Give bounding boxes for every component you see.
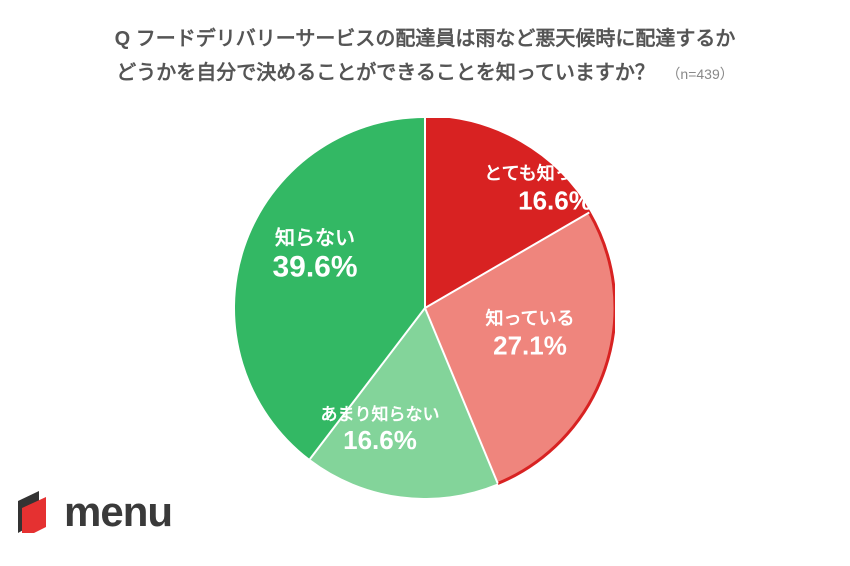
title-line-2: どうかを自分で決めることができることを知っていますか？ （n=439） [0,56,850,90]
title-n: （n=439） [666,66,733,82]
title-line-2-text: どうかを自分で決めることができることを知っていますか？ [116,62,655,84]
brand-logo: menu [18,488,172,536]
pie-svg [235,118,615,498]
title-line-1: Q フードデリバリーサービスの配達員は雨など悪天候時に配達するか [0,22,850,56]
title-block: Q フードデリバリーサービスの配達員は雨など悪天候時に配達するか どうかを自分で… [0,0,850,90]
logo-icon [18,491,60,533]
pie-chart: とても知っている16.6%知っている27.1%あまり知らない16.6%知らない3… [235,118,615,498]
logo-text: menu [64,488,172,536]
